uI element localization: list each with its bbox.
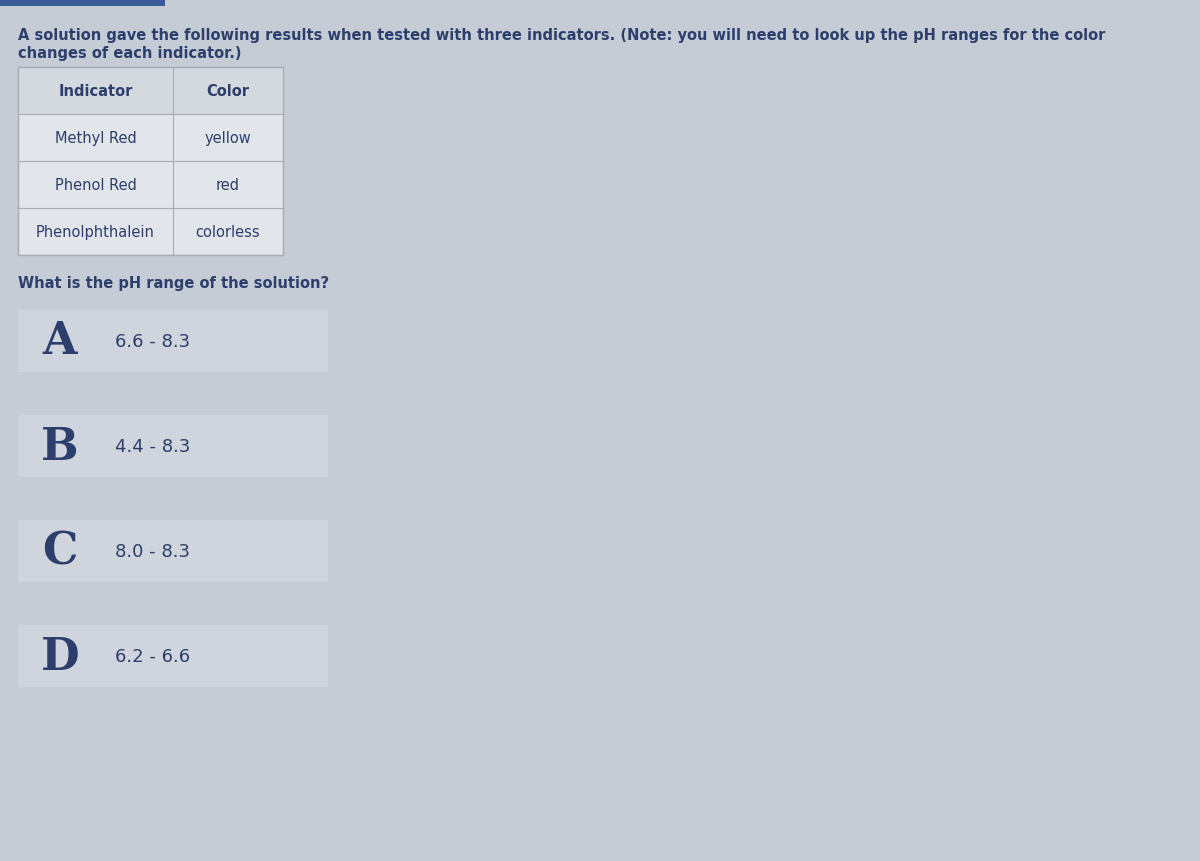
Bar (0, 0, 166, 7)
Bar (0, 0, 1200, 7)
Text: yellow: yellow (205, 131, 251, 146)
Text: 8.0 - 8.3: 8.0 - 8.3 (115, 542, 190, 561)
Text: colorless: colorless (196, 225, 260, 239)
Text: B: B (41, 425, 79, 468)
Text: 6.2 - 6.6: 6.2 - 6.6 (115, 647, 190, 666)
Bar (18, 625, 328, 687)
Text: A solution gave the following results when tested with three indicators. (Note: : A solution gave the following results wh… (18, 28, 1105, 43)
Text: 4.4 - 8.3: 4.4 - 8.3 (115, 437, 191, 455)
Text: Phenol Red: Phenol Red (54, 177, 137, 193)
Text: Color: Color (206, 84, 250, 99)
Text: changes of each indicator.): changes of each indicator.) (18, 46, 241, 61)
Bar (0, 0, 1200, 7)
Bar (0, 0, 790, 7)
Text: C: C (42, 530, 78, 573)
Text: red: red (216, 177, 240, 193)
Bar (18, 520, 328, 582)
Text: Indicator: Indicator (59, 84, 133, 99)
Bar (18, 311, 328, 373)
Bar (18, 68, 283, 256)
Text: What is the pH range of the solution?: What is the pH range of the solution? (18, 276, 329, 291)
Text: 6.6 - 8.3: 6.6 - 8.3 (115, 332, 190, 350)
Text: Methyl Red: Methyl Red (55, 131, 137, 146)
Text: D: D (41, 635, 79, 678)
Text: Phenolphthalein: Phenolphthalein (36, 225, 155, 239)
Bar (18, 416, 328, 478)
Text: A: A (43, 320, 77, 363)
Bar (18, 68, 283, 256)
Bar (18, 68, 283, 115)
